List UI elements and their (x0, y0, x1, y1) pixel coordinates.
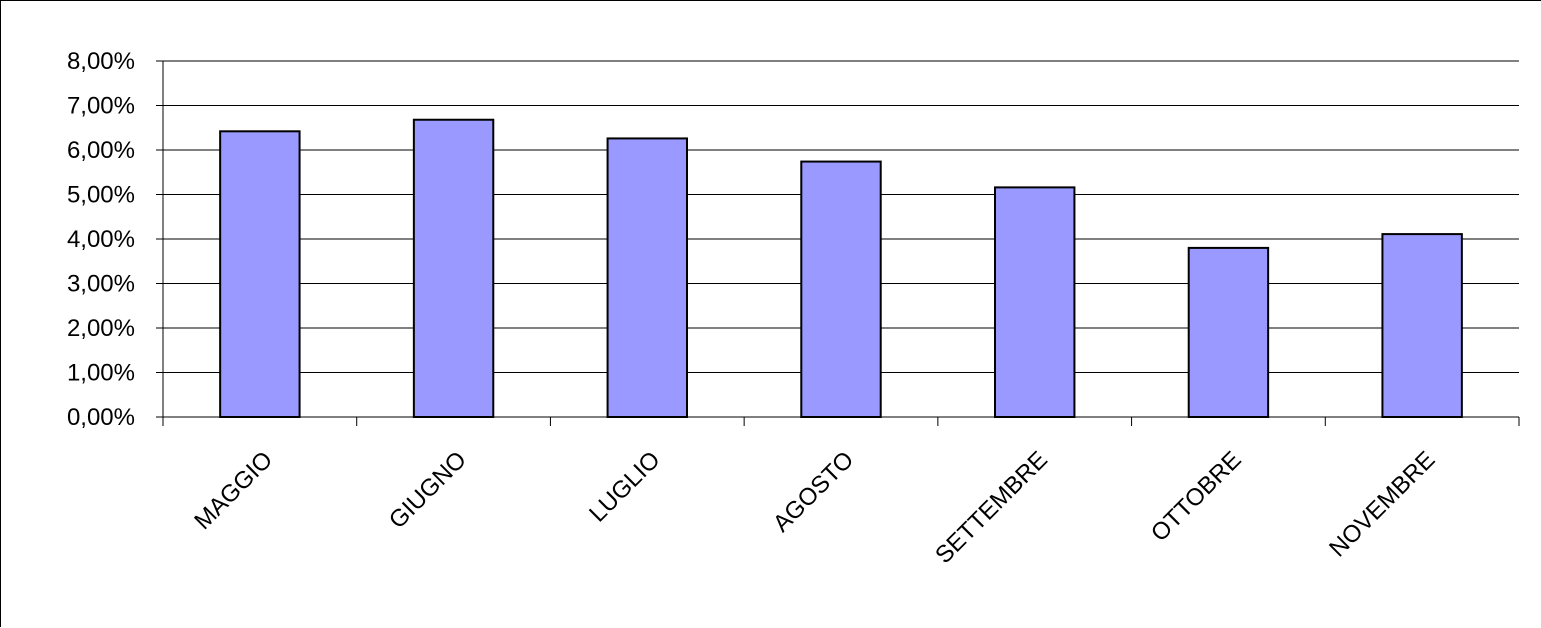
bar-settembre (994, 186, 1076, 418)
y-tick-label: 7,00% (67, 93, 135, 120)
x-tick-labels: MAGGIO GIUGNO LUGLIO AGOSTO SETTEMBRE OTTOBRE… (189, 446, 1440, 569)
y-tick-label: 6,00% (67, 137, 135, 164)
y-tick-labels: 0,00% 1,00% 2,00% 3,00% 4,00% 5,00% 6,00% 7,00%… (67, 48, 135, 431)
bar-maggio (219, 130, 301, 418)
y-tick-label: 4,00% (67, 226, 135, 253)
y-tick-label: 1,00% (67, 360, 135, 387)
bar-novembre (1381, 233, 1463, 418)
x-tick-label-agosto: AGOSTO (768, 446, 859, 537)
bars (219, 118, 1463, 419)
bar-luglio (606, 137, 688, 418)
y-tick-label: 3,00% (67, 271, 135, 298)
x-tick-label-ottobre: OTTOBRE (1146, 446, 1247, 547)
axes (156, 60, 1520, 426)
y-tick-label: 8,00% (67, 48, 135, 75)
x-tick-label-giugno: GIUGNO (384, 446, 472, 534)
y-tick-label: 2,00% (67, 315, 135, 342)
x-tick-label-novembre: NOVEMBRE (1324, 446, 1440, 562)
bar-agosto (800, 160, 882, 418)
x-tick-label-luglio: LUGLIO (584, 446, 665, 527)
bar-giugno (412, 118, 495, 419)
y-tick-label: 5,00% (67, 182, 135, 209)
y-tick-label: 0,00% (67, 404, 135, 431)
x-tick-label-maggio: MAGGIO (189, 446, 278, 535)
bar-ottobre (1187, 246, 1270, 418)
x-tick-label-settembre: SETTEMBRE (930, 446, 1053, 569)
